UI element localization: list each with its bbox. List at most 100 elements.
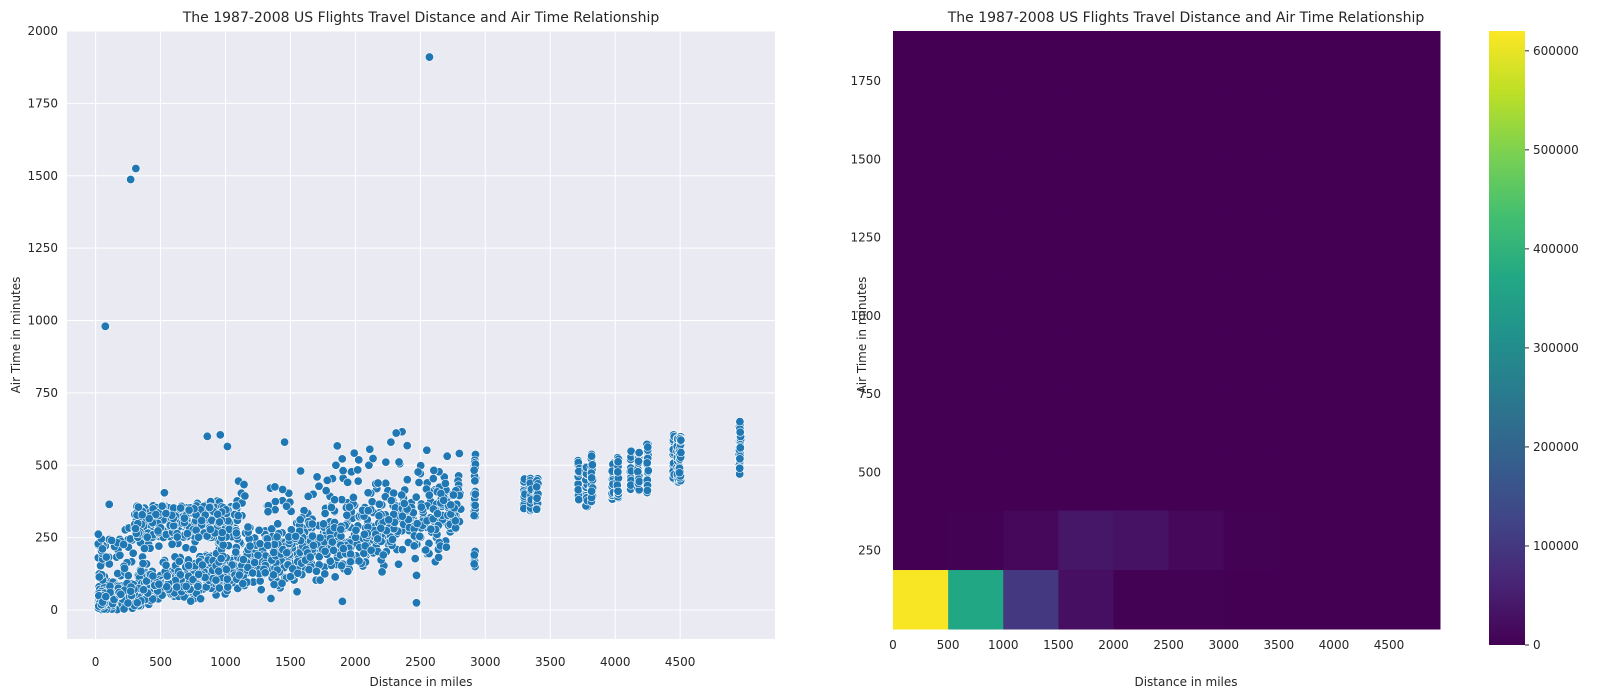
scatter-point [223,582,233,592]
heatmap-cell [1223,450,1280,511]
scatter-point [387,534,397,544]
heatmap-cell [1003,510,1059,571]
colorbar-tick-label: 300000 [1533,341,1579,355]
heatmap-cell [1113,272,1170,333]
scatter-point [214,583,224,593]
heatmap-cell [1223,272,1280,333]
x-tick-label: 1000 [210,655,241,669]
heatmap-cell [1168,569,1225,630]
scatter-point [374,499,384,509]
scatter-point [250,558,260,568]
heatmap-cell [1003,331,1059,392]
scatter-point [532,493,542,503]
scatter-point [735,427,745,437]
scatter-point [277,578,287,588]
scatter-point [304,565,314,575]
scatter-point [386,496,396,506]
heatmap-cell [948,212,1004,273]
scatter-point [184,505,194,515]
heatmap-cell [1003,450,1059,511]
scatter-point [291,531,301,541]
scatter-point [470,500,480,510]
x-tick-label: 2500 [1153,638,1184,652]
scatter-point [231,528,241,538]
scatter-point [573,485,583,495]
scatter-point [120,563,130,573]
heatmap-cell [1278,153,1335,214]
colorbar-ticks: 0 100000 200000 300000 400000 500000 600000 [1525,44,1579,652]
scatter-point [148,571,158,581]
heatmap-cell [893,31,949,95]
heatmap-cell [1389,450,1441,511]
scatter-point [270,482,280,492]
scatter-point [424,490,434,500]
scatter-point [439,495,449,505]
scatter-point [402,475,412,485]
scatter-point [263,507,273,517]
y-tick-label: 1500 [850,152,881,166]
y-tick-label: 750 [858,387,881,401]
scatter-gridlines [67,30,775,639]
scatter-point [633,456,643,466]
scatter-point [215,517,225,527]
heatmap-cell [1389,391,1441,452]
scatter-point [338,466,348,476]
scatter-point [172,532,182,542]
scatter-point [123,598,133,608]
scatter-point [176,503,186,513]
scatter-point [282,548,292,558]
heatmap-cell [948,153,1004,214]
scatter-point [101,552,111,562]
scatter-point [409,541,419,551]
scatter-point [374,511,384,521]
scatter-point [587,486,597,496]
scatter-point [412,519,422,529]
y-tick-label: 1250 [27,241,58,255]
scatter-point [402,441,412,451]
scatter-point [397,490,407,500]
scatter-point [263,540,273,550]
heatmap-cell [1333,272,1390,333]
scatter-point [116,589,126,599]
heatmap-cell [1278,450,1335,511]
scatter-point [353,465,363,475]
heatmap-cell [893,153,949,214]
scatter-point [139,543,149,553]
heatmap-cell [1278,510,1335,571]
colorbar-tick-label: 0 [1533,638,1541,652]
heatmap-y-axis-label: Air Time in minutes [855,277,869,394]
heatmap-cell [1058,331,1114,392]
heatmap-cell [1113,212,1170,273]
scatter-point [448,490,458,500]
scatter-point [327,537,337,547]
scatter-point [345,557,355,567]
scatter-point [131,524,141,534]
scatter-point [366,545,376,555]
scatter-point [376,523,386,533]
heatmap-cell [1389,272,1441,333]
x-tick-label: 4500 [665,655,696,669]
scatter-point [415,531,425,541]
heatmap-cell [1058,510,1114,571]
scatter-point [131,164,141,174]
x-tick-label: 2000 [340,655,371,669]
scatter-point [587,451,597,461]
scatter-point [413,467,423,477]
heatmap-cell [1223,153,1280,214]
scatter-point [142,532,152,542]
heatmap-cell [1168,510,1225,571]
scatter-point [315,533,325,543]
scatter-point [193,532,203,542]
heatmap-cell [893,93,949,154]
heatmap-cell [1278,93,1335,154]
x-tick-label: 3000 [1208,638,1239,652]
scatter-point [642,485,652,495]
scatter-point [307,519,317,529]
x-tick-label: 3500 [1264,638,1295,652]
scatter-point [364,460,374,470]
heatmap-cell [1168,212,1225,273]
scatter-point [676,435,686,445]
scatter-point [373,534,383,544]
scatter-point [137,510,147,520]
scatter-point [469,465,479,475]
